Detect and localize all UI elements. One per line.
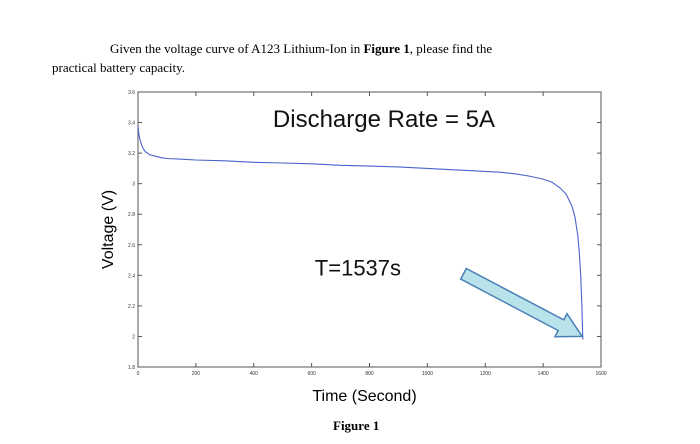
- question-text-line1: Given the voltage curve of A123 Lithium-…: [110, 41, 492, 57]
- y-tick-label: 3.6: [128, 90, 135, 96]
- x-tick-label: 0: [137, 371, 140, 377]
- y-tick-label: 1.8: [128, 365, 135, 371]
- voltage-curve: [137, 125, 584, 340]
- x-tick-label: 1200: [480, 371, 491, 377]
- y-tick-label: 2.8: [128, 212, 135, 218]
- y-tick-label: 3.2: [128, 151, 135, 157]
- question-text-part: , please find the: [409, 41, 493, 56]
- x-axis-label: Time (Second): [312, 388, 416, 405]
- x-tick-label: 1400: [538, 371, 549, 377]
- y-tick-label: 2.4: [128, 273, 135, 279]
- x-tick-label: 1600: [595, 371, 606, 377]
- x-tick-label: 600: [307, 371, 316, 377]
- y-tick-label: 2.2: [128, 304, 135, 310]
- x-tick-label: 400: [250, 371, 259, 377]
- question-text-line2: practical battery capacity.: [52, 60, 186, 75]
- y-tick-label: 3: [132, 182, 135, 188]
- y-tick-label: 3.4: [128, 121, 135, 127]
- figure-reference: Figure 1: [363, 41, 410, 56]
- y-tick-label: 2: [132, 334, 135, 340]
- time-annotation: T=1537s: [315, 255, 401, 280]
- question-text-part: Given the voltage curve of A123 Lithium-…: [110, 41, 364, 56]
- discharge-rate-annotation: Discharge Rate = 5A: [273, 106, 495, 133]
- plot-frame: [137, 91, 602, 368]
- figure-caption: Figure 1: [333, 418, 380, 433]
- y-tick-label: 2.6: [128, 243, 135, 249]
- arrow-icon: [459, 267, 584, 338]
- y-axis-label: Voltage (V): [100, 190, 117, 269]
- x-tick-label: 200: [192, 371, 201, 377]
- x-tick-label: 1000: [422, 371, 433, 377]
- x-tick-label: 800: [365, 371, 374, 377]
